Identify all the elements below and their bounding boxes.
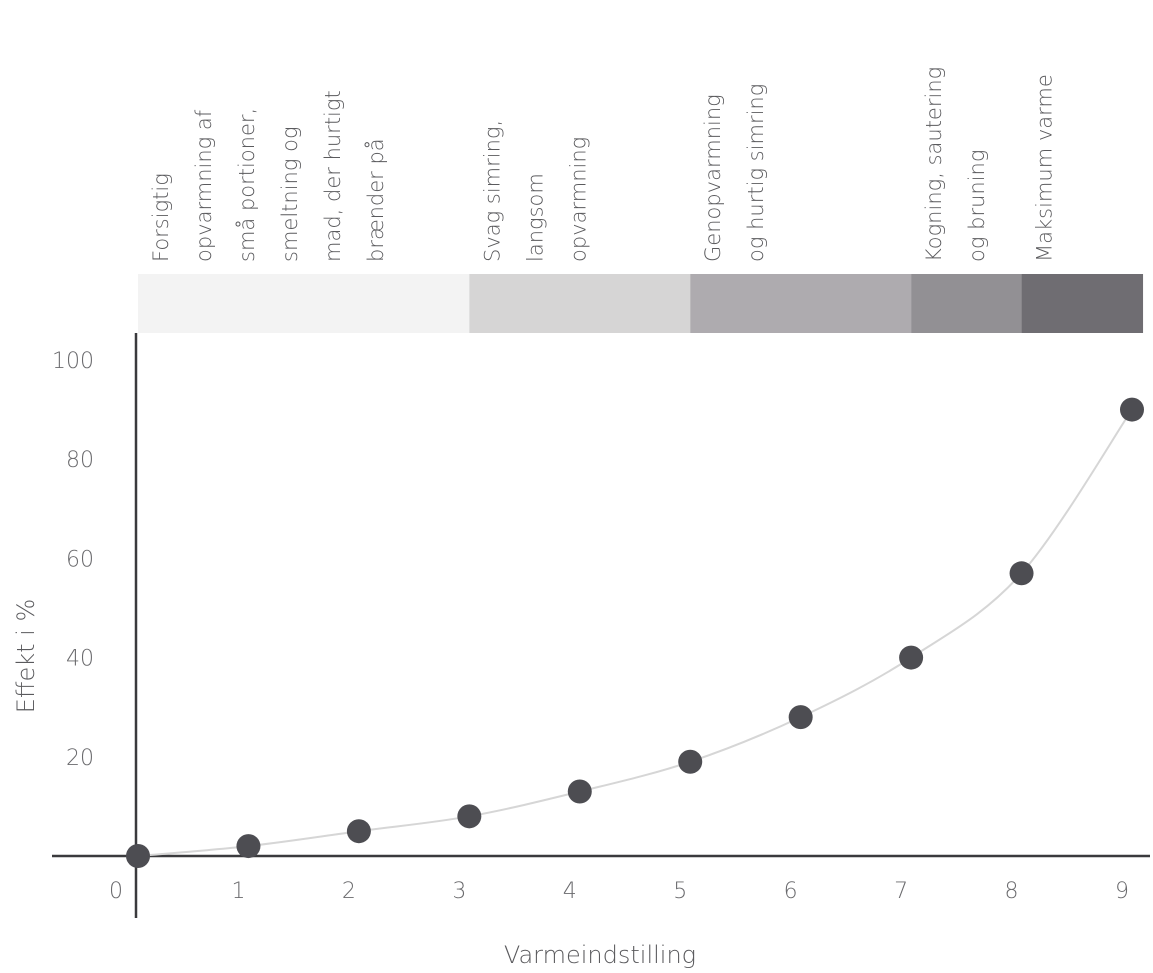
heat-zone-label-line: langsom bbox=[523, 173, 547, 262]
data-point bbox=[236, 834, 261, 859]
data-point bbox=[1120, 397, 1144, 422]
x-tick-label: 8 bbox=[1005, 879, 1019, 904]
heat-zone-label-line: Kogning, sautering bbox=[922, 67, 946, 262]
x-tick-labels: 0 1 2 3 4 5 6 7 8 9 bbox=[109, 879, 1129, 904]
heat-zone-label-line: og hurtig simring bbox=[744, 84, 768, 262]
heat-zone-band bbox=[138, 274, 470, 333]
heat-zone-label-line: Genopvarmning bbox=[701, 94, 725, 262]
x-tick-label: 6 bbox=[784, 879, 798, 904]
data-point bbox=[788, 705, 813, 730]
x-axis-title: Varmeindstilling bbox=[504, 941, 696, 969]
heat-zone-label-line: Forsigtig bbox=[149, 173, 173, 262]
heat-zone-label-line: opvarmning bbox=[566, 137, 590, 262]
x-tick-label: 2 bbox=[342, 879, 356, 904]
y-tick-label: 80 bbox=[66, 448, 94, 473]
data-point bbox=[1009, 561, 1034, 586]
heat-zone-labels: Forsigtig opvarmning af små portioner, smel… bbox=[149, 67, 1057, 262]
heat-zone-label-line: mad, der hurtigt bbox=[321, 90, 345, 262]
heat-zone-label-line: små portioner, bbox=[235, 108, 259, 262]
data-point bbox=[678, 749, 703, 774]
heat-zone-band bbox=[1021, 274, 1144, 333]
y-tick-labels: 20 40 60 80 100 bbox=[52, 349, 94, 771]
data-points bbox=[126, 397, 1144, 868]
data-point bbox=[126, 844, 150, 868]
data-point bbox=[567, 779, 592, 804]
data-point bbox=[346, 819, 371, 844]
heat-zone-label-line: og bruning bbox=[965, 150, 989, 262]
data-point bbox=[457, 804, 482, 829]
y-tick-label: 40 bbox=[66, 647, 94, 672]
heat-zone-bands bbox=[138, 274, 1144, 333]
x-tick-label: 5 bbox=[673, 879, 687, 904]
data-point bbox=[899, 645, 924, 670]
x-tick-label: 1 bbox=[231, 879, 245, 904]
x-tick-label: 7 bbox=[894, 879, 908, 904]
heat-zone-label-line: Svag simring, bbox=[480, 120, 504, 262]
y-tick-label: 100 bbox=[52, 349, 94, 374]
heat-zone-band bbox=[690, 274, 912, 333]
heat-zone-label-line: opvarmning af bbox=[192, 109, 216, 262]
y-tick-label: 60 bbox=[66, 547, 94, 572]
heat-zone-label-line: brænder på bbox=[364, 138, 388, 262]
x-tick-label: 4 bbox=[563, 879, 577, 904]
x-tick-label: 0 bbox=[109, 879, 123, 904]
heat-zone-label-line: smeltning og bbox=[278, 126, 302, 262]
x-tick-label: 3 bbox=[452, 879, 466, 904]
trend-curve bbox=[137, 409, 1133, 857]
heat-zone-label-line: Maksimum varme bbox=[1033, 74, 1057, 262]
y-axis-title: Effekt i % bbox=[12, 599, 40, 714]
heat-zone-band bbox=[469, 274, 691, 333]
y-tick-label: 20 bbox=[66, 746, 94, 771]
heat-zone-band bbox=[911, 274, 1022, 333]
x-tick-label: 9 bbox=[1115, 879, 1129, 904]
